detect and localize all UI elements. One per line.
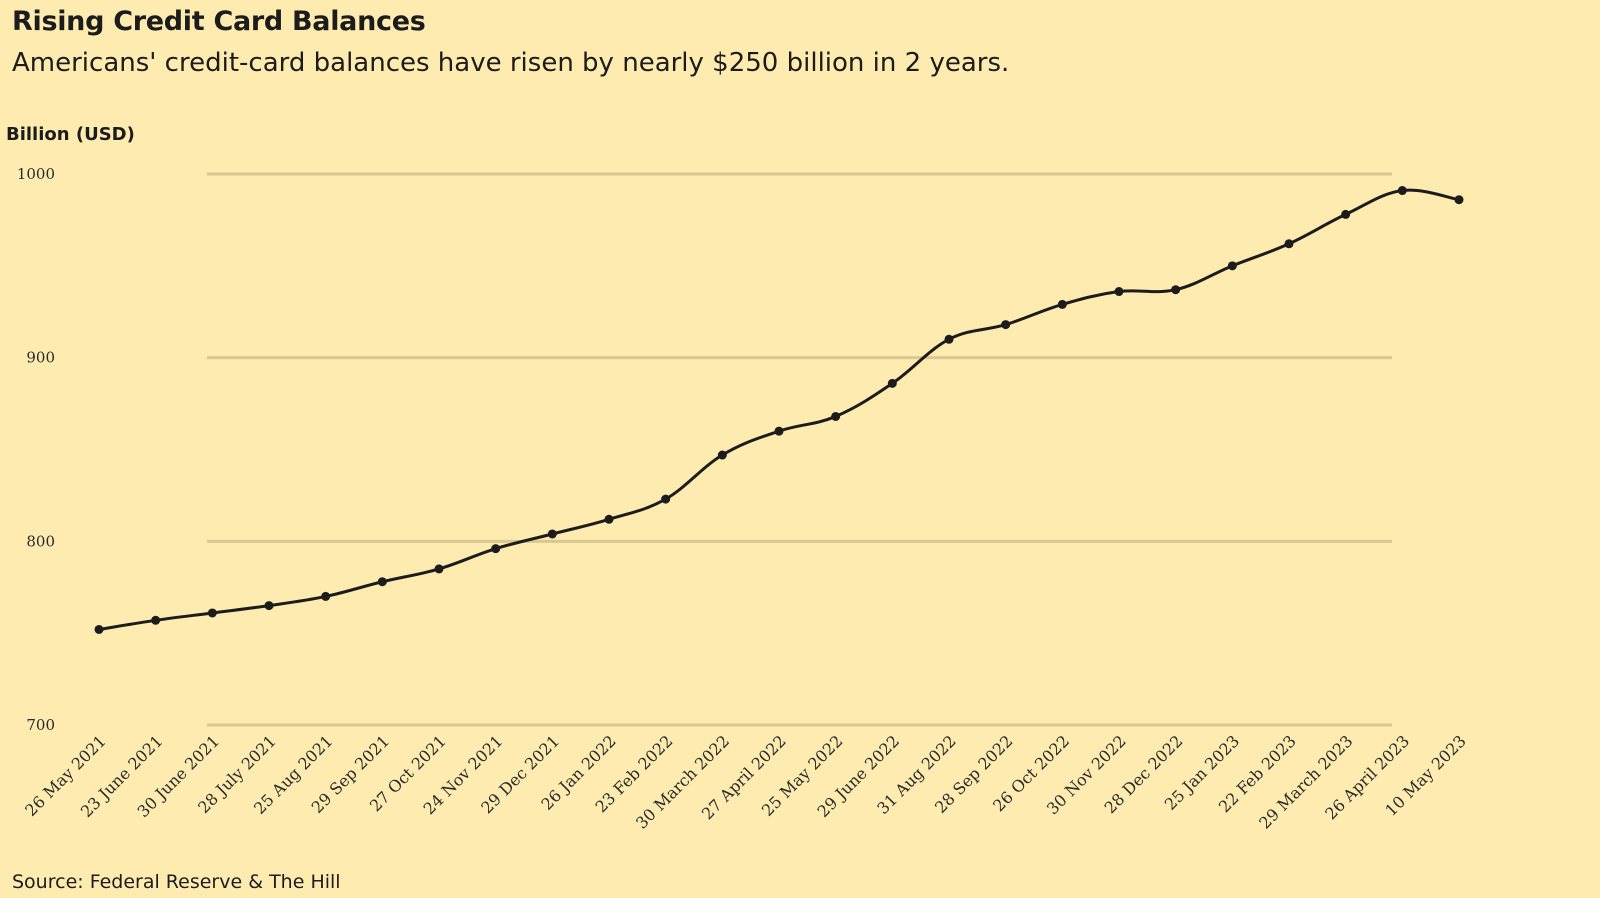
data-point — [1001, 320, 1011, 330]
y-tick-label: 1000 — [17, 165, 55, 183]
data-point — [661, 494, 671, 504]
data-point — [1454, 195, 1464, 205]
data-point — [491, 544, 501, 554]
y-axis-ticks: 700 800 900 1000 — [17, 165, 55, 734]
data-point — [1171, 285, 1181, 295]
chart-subtitle: Americans' credit-card balances have ris… — [12, 48, 1010, 78]
chart-title: Rising Credit Card Balances — [12, 6, 426, 37]
data-point — [377, 577, 387, 587]
source-note: Source: Federal Reserve & The Hill — [12, 871, 341, 893]
y-tick-label: 800 — [26, 532, 55, 550]
data-point — [887, 378, 897, 388]
data-point — [717, 450, 727, 460]
data-point — [1227, 261, 1237, 271]
data-point — [151, 615, 161, 625]
data-point — [1284, 239, 1294, 249]
data-point — [1341, 209, 1351, 219]
y-axis-label: Billion (USD) — [6, 124, 135, 145]
grid-lines — [207, 172, 1392, 727]
data-point — [831, 411, 841, 421]
data-point — [1057, 299, 1067, 309]
data-point — [264, 601, 274, 611]
data-point — [94, 624, 104, 634]
data-point — [604, 514, 614, 524]
data-point — [434, 564, 444, 574]
y-tick-label: 700 — [26, 716, 55, 734]
data-point — [944, 334, 954, 344]
data-point — [321, 591, 331, 601]
data-point — [207, 608, 217, 618]
series-line — [97, 188, 1461, 631]
data-point — [1397, 186, 1407, 196]
data-point — [774, 426, 784, 436]
data-points — [94, 186, 1464, 634]
data-point — [547, 529, 557, 539]
data-point — [1114, 287, 1124, 297]
y-tick-label: 900 — [26, 349, 55, 367]
